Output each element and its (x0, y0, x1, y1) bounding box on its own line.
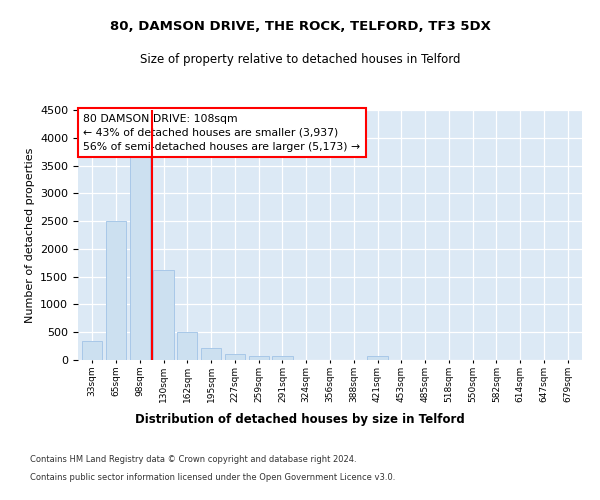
Bar (106, 221, 126, 360)
Bar (154, 270, 173, 360)
Text: 80 DAMSON DRIVE: 108sqm
← 43% of detached houses are smaller (3,937)
56% of semi: 80 DAMSON DRIVE: 108sqm ← 43% of detache… (83, 114, 360, 152)
Bar (130, 152, 150, 360)
Text: 80, DAMSON DRIVE, THE ROCK, TELFORD, TF3 5DX: 80, DAMSON DRIVE, THE ROCK, TELFORD, TF3… (110, 20, 490, 33)
Text: Distribution of detached houses by size in Telford: Distribution of detached houses by size … (135, 412, 465, 426)
Bar (272, 356, 293, 360)
Bar (248, 356, 269, 360)
Bar (177, 332, 197, 360)
Text: Contains HM Land Registry data © Crown copyright and database right 2024.: Contains HM Land Registry data © Crown c… (30, 455, 356, 464)
Y-axis label: Number of detached properties: Number of detached properties (25, 148, 35, 322)
Text: Size of property relative to detached houses in Telford: Size of property relative to detached ho… (140, 52, 460, 66)
Bar (201, 348, 221, 360)
Bar (367, 356, 388, 360)
Bar (82, 340, 103, 360)
Text: Contains public sector information licensed under the Open Government Licence v3: Contains public sector information licen… (30, 472, 395, 482)
Bar (225, 354, 245, 360)
